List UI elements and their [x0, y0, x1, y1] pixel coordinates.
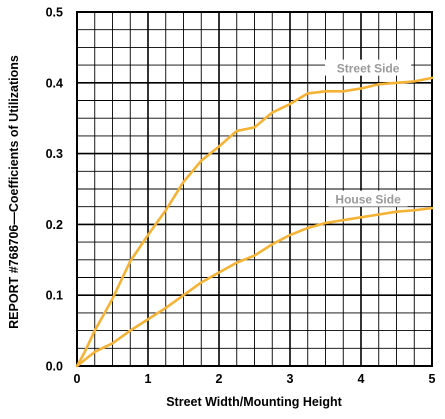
y-axis-label: REPORT #768706—Coefficients of Utilizati… [7, 55, 21, 329]
y-tick-label: 0.0 [46, 360, 63, 374]
x-tick-label: 0 [74, 372, 81, 386]
y-tick-label: 0.5 [46, 6, 63, 20]
plot-frame [76, 11, 433, 367]
series-label-background [328, 190, 408, 207]
x-tick-label: 3 [287, 372, 294, 386]
series-line-street-side [75, 76, 434, 368]
x-tick-label: 5 [429, 372, 436, 386]
x-axis-label: Street Width/Mounting Height [166, 395, 342, 409]
y-tick-label: 0.3 [46, 147, 63, 161]
series-label: House Side [335, 193, 401, 207]
y-tick-label: 0.1 [46, 289, 63, 303]
series-labels: Street Side House Side [324, 59, 412, 207]
x-tick-label: 1 [145, 372, 152, 386]
y-tick-label: 0.2 [46, 218, 63, 232]
x-tick-label: 2 [216, 372, 223, 386]
series-label: Street Side [337, 62, 400, 76]
y-tick-label: 0.4 [46, 76, 63, 90]
series-lines [75, 76, 434, 368]
series-label-background [324, 59, 412, 76]
series-line-house-side [75, 206, 434, 368]
x-tick-label: 4 [358, 372, 365, 386]
tick-labels: 0 1 2 3 4 5 0.0 0.1 0.2 0.3 0.4 0.5 [46, 6, 436, 387]
